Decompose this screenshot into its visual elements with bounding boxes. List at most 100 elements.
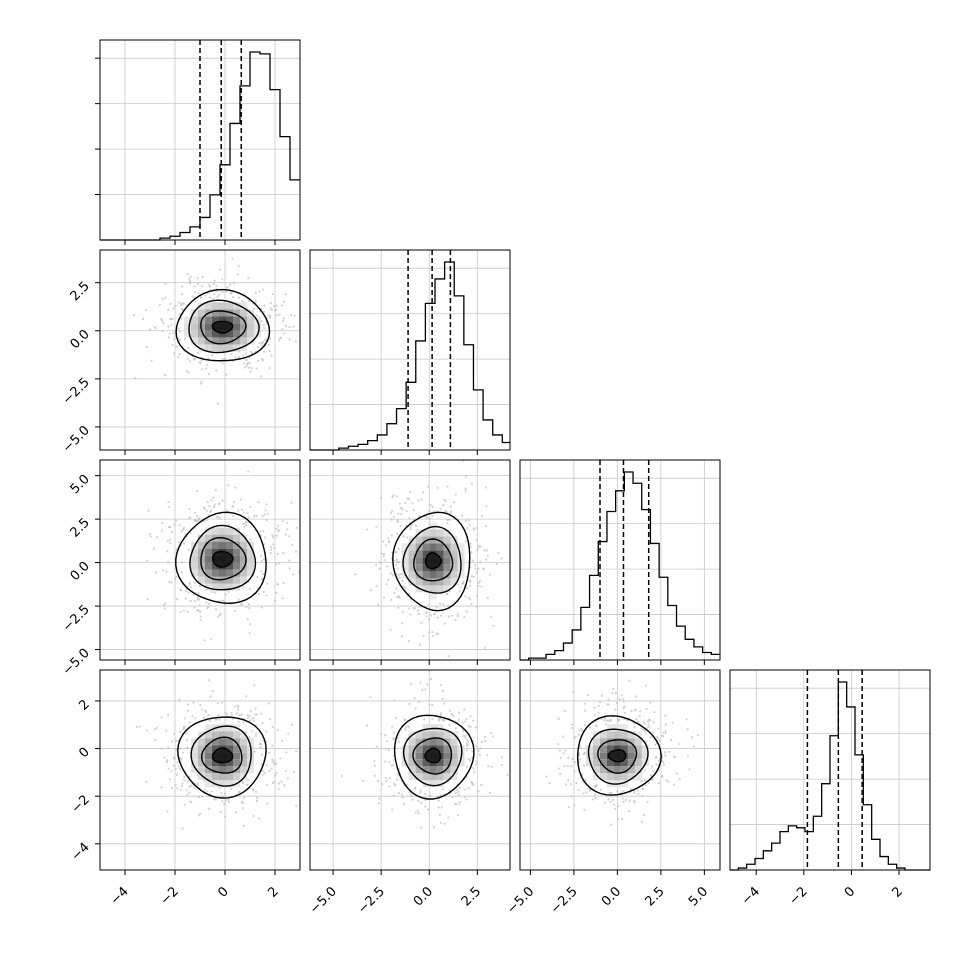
density-cell: [429, 522, 437, 530]
sample-point: [477, 567, 480, 570]
sample-point: [443, 822, 446, 825]
sample-point: [289, 313, 293, 317]
histogram-panel-2: [309, 249, 511, 451]
sample-point: [208, 807, 211, 810]
sample-point: [232, 500, 236, 503]
sample-point: [641, 794, 644, 798]
sample-point: [397, 512, 400, 515]
sample-point: [575, 781, 578, 785]
sample-point: [404, 502, 407, 505]
density-cell: [184, 330, 191, 338]
sample-point: [623, 711, 627, 715]
sample-point: [678, 778, 681, 781]
sample-point: [441, 787, 445, 790]
sample-point: [390, 534, 393, 537]
sample-point: [644, 740, 648, 743]
sample-point: [246, 714, 249, 717]
panel-frame: [309, 249, 511, 451]
density-cell: [401, 543, 409, 551]
sample-point: [263, 310, 266, 313]
sample-point: [155, 726, 159, 730]
sample-point: [617, 718, 621, 721]
sample-point: [153, 326, 157, 329]
sample-point: [261, 572, 265, 576]
sample-point: [492, 624, 495, 627]
sample-point: [672, 783, 676, 786]
sample-point: [178, 524, 181, 527]
sample-point: [446, 485, 449, 488]
density-cell: [247, 569, 254, 577]
sample-point: [227, 590, 230, 593]
sample-point: [179, 768, 182, 771]
sample-point: [487, 764, 490, 768]
density-cell: [205, 583, 212, 591]
density-cell: [450, 752, 458, 760]
sample-point: [163, 756, 166, 759]
sample-point: [484, 486, 488, 489]
sample-point: [639, 710, 642, 713]
sample-point: [196, 596, 200, 599]
density-cell: [422, 731, 430, 739]
density-cell: [620, 780, 628, 788]
sample-point: [248, 632, 251, 635]
sample-point: [490, 615, 493, 618]
sample-point: [392, 731, 395, 735]
sample-point: [174, 304, 177, 308]
density-cell: [422, 738, 430, 746]
sample-point: [465, 610, 468, 613]
sample-point: [165, 570, 168, 573]
sample-point: [245, 524, 248, 527]
sample-point: [593, 793, 597, 796]
sample-point: [214, 608, 218, 611]
sample-point: [608, 791, 611, 794]
sample-point: [245, 364, 248, 367]
density-cell: [599, 745, 607, 753]
density-cell: [233, 548, 240, 556]
density-cell: [226, 534, 233, 542]
sample-point: [382, 552, 386, 556]
density-cell: [599, 759, 607, 767]
density-cell: [408, 752, 416, 760]
sample-point: [257, 501, 260, 504]
sample-point: [272, 543, 275, 546]
sample-point: [268, 769, 271, 772]
sample-point: [570, 795, 573, 798]
sample-point: [193, 511, 197, 514]
sample-point: [207, 372, 211, 376]
panel-frame: [309, 459, 511, 661]
sample-point: [278, 529, 281, 532]
sample-point: [260, 712, 263, 715]
sample-point: [457, 711, 461, 714]
density-cell: [634, 773, 642, 781]
sample-point: [219, 810, 222, 813]
scatter-panel-2-3: [309, 459, 511, 661]
x-tick-label: −2.5: [355, 884, 388, 917]
sample-point: [263, 304, 266, 307]
density-cell: [457, 571, 465, 579]
panel-content: [135, 678, 298, 830]
sample-point: [622, 700, 625, 703]
sample-point: [201, 795, 204, 798]
density-cell: [212, 548, 219, 556]
sample-point: [663, 751, 667, 754]
density-cell: [219, 330, 226, 338]
sample-point: [273, 780, 276, 783]
sample-point: [247, 603, 250, 606]
density-cell: [443, 564, 451, 572]
sample-point: [240, 603, 243, 606]
sample-point: [167, 505, 170, 509]
density-cell: [443, 557, 451, 565]
sample-point: [559, 772, 562, 775]
density-cell: [198, 759, 205, 767]
panel-content: [545, 679, 700, 826]
panel-frame: [309, 669, 511, 871]
density-cell: [198, 309, 205, 317]
sample-point: [180, 757, 183, 761]
sample-point: [427, 618, 431, 621]
sample-point: [621, 797, 624, 800]
sample-point: [271, 758, 274, 761]
sample-point: [390, 510, 394, 513]
sample-point: [397, 547, 400, 550]
sample-point: [420, 801, 423, 804]
sample-point: [454, 727, 458, 730]
